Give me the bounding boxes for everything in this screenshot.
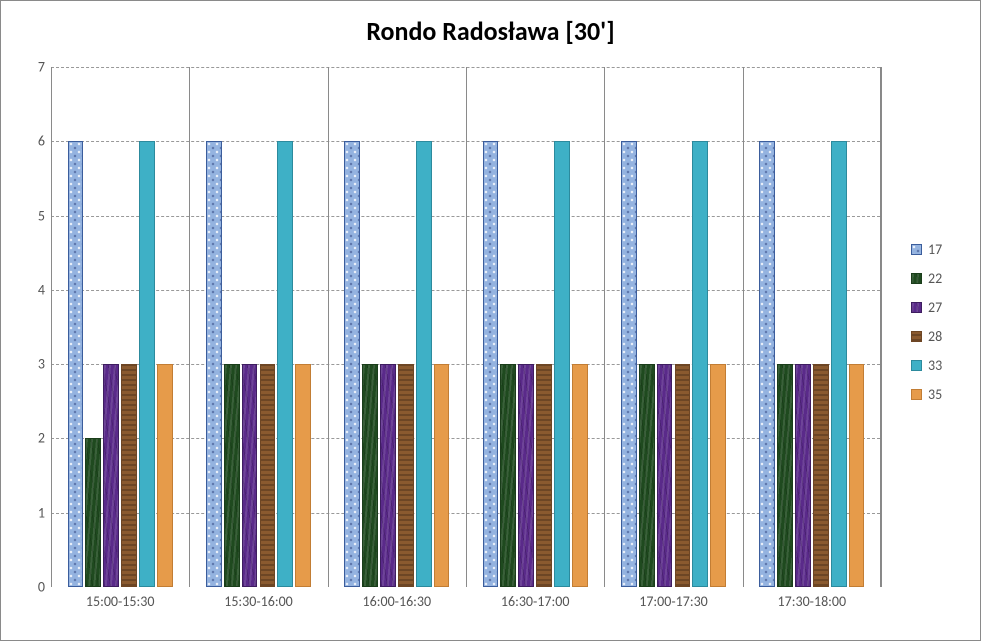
bar: [277, 141, 293, 587]
legend-item: 27: [911, 299, 942, 316]
bar: [344, 141, 360, 587]
bar: [692, 141, 708, 587]
category-divider: [51, 67, 52, 587]
x-tick-label: 16:00-16:30: [363, 587, 432, 610]
bar: [849, 364, 865, 587]
bar: [260, 364, 276, 587]
bar: [639, 364, 655, 587]
legend-label: 17: [928, 241, 942, 258]
y-tick-label: 0: [38, 579, 51, 596]
x-tick-label: 17:00-17:30: [639, 587, 708, 610]
bar: [362, 364, 378, 587]
category-divider: [328, 67, 329, 587]
bar: [675, 364, 691, 587]
legend-item: 28: [911, 328, 942, 345]
legend-label: 33: [928, 357, 942, 374]
bar: [710, 364, 726, 587]
chart-title: Rondo Radosława [30']: [1, 15, 980, 47]
x-tick-label: 15:00-15:30: [86, 587, 155, 610]
bar: [103, 364, 119, 587]
bar: [759, 141, 775, 587]
legend-swatch: [911, 360, 922, 371]
bar: [416, 141, 432, 587]
x-tick-label: 17:30-18:00: [778, 587, 847, 610]
bar: [554, 141, 570, 587]
legend-swatch: [911, 331, 922, 342]
legend-swatch: [911, 244, 922, 255]
category-divider: [881, 67, 882, 587]
bar: [224, 364, 240, 587]
x-tick-label: 15:30-16:00: [224, 587, 293, 610]
bar: [242, 364, 258, 587]
bar: [295, 364, 311, 587]
bar: [795, 364, 811, 587]
category-divider: [189, 67, 190, 587]
bar: [121, 364, 137, 587]
category-divider: [743, 67, 744, 587]
bar: [813, 364, 829, 587]
y-tick-label: 2: [38, 430, 51, 447]
legend-label: 22: [928, 270, 942, 287]
legend: 17 22 27 28 33 35: [911, 241, 942, 415]
bar: [380, 364, 396, 587]
x-tick-label: 16:30-17:00: [501, 587, 570, 610]
bar: [85, 438, 101, 587]
category-divider: [604, 67, 605, 587]
y-tick-label: 6: [38, 133, 51, 150]
y-tick-label: 1: [38, 504, 51, 521]
y-tick-label: 5: [38, 207, 51, 224]
bar: [536, 364, 552, 587]
legend-item: 17: [911, 241, 942, 258]
bar: [206, 141, 222, 587]
chart-frame: Rondo Radosława [30'] 0123456715:00-15:3…: [0, 0, 981, 641]
y-tick-label: 3: [38, 356, 51, 373]
y-tick-label: 7: [38, 59, 51, 76]
bar: [157, 364, 173, 587]
plot-area: 0123456715:00-15:3015:30-16:0016:00-16:3…: [51, 67, 881, 587]
bar: [657, 364, 673, 587]
legend-item: 35: [911, 386, 942, 403]
bar: [831, 141, 847, 587]
bar: [68, 141, 84, 587]
legend-label: 27: [928, 299, 942, 316]
bar: [572, 364, 588, 587]
legend-item: 22: [911, 270, 942, 287]
bar: [434, 364, 450, 587]
bar: [500, 364, 516, 587]
legend-label: 28: [928, 328, 942, 345]
category-divider: [466, 67, 467, 587]
bar: [518, 364, 534, 587]
legend-item: 33: [911, 357, 942, 374]
legend-swatch: [911, 389, 922, 400]
bar: [777, 364, 793, 587]
legend-swatch: [911, 302, 922, 313]
bar: [139, 141, 155, 587]
y-tick-label: 4: [38, 281, 51, 298]
bar: [398, 364, 414, 587]
bar: [621, 141, 637, 587]
legend-swatch: [911, 273, 922, 284]
bar: [483, 141, 499, 587]
legend-label: 35: [928, 386, 942, 403]
